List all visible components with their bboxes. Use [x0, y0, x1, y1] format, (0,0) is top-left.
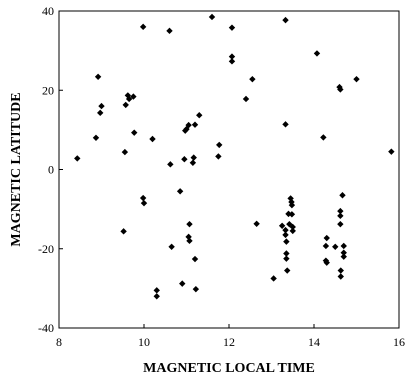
data-point: [388, 148, 395, 155]
data-point: [337, 273, 344, 280]
data-point: [153, 293, 160, 300]
y-tick-label: 40: [42, 4, 54, 18]
data-point: [282, 231, 289, 239]
data-point: [125, 95, 133, 103]
data-point: [228, 58, 236, 65]
data-point: [270, 275, 277, 282]
data-point: [323, 259, 330, 266]
data-point: [94, 73, 102, 80]
data-point: [340, 249, 347, 256]
x-axis-title: MAGNETIC LOCAL TIME: [143, 361, 315, 376]
data-point: [92, 134, 100, 141]
x-tick-label: 12: [223, 335, 235, 349]
data-point: [283, 255, 290, 262]
data-point: [253, 220, 260, 227]
data-point: [186, 220, 193, 228]
y-axis-ticks: 40 20 0 -20 -40: [38, 4, 63, 335]
data-point: [284, 267, 291, 274]
x-tick-label: 16: [393, 335, 405, 349]
data-point: [320, 134, 327, 141]
data-point: [283, 250, 290, 257]
data-point: [282, 121, 289, 128]
data-point: [179, 280, 186, 287]
plot-area: [58, 10, 400, 329]
data-point: [242, 95, 250, 103]
data-point: [166, 27, 173, 35]
data-point: [337, 220, 344, 228]
plot-frame: [58, 10, 400, 329]
y-tick-label: -40: [38, 321, 54, 335]
data-point: [337, 212, 344, 220]
data-point: [186, 237, 193, 245]
data-point: [149, 135, 156, 143]
data-point: [131, 129, 138, 136]
data-point: [192, 285, 200, 293]
data-point: [153, 287, 160, 294]
data-point: [228, 53, 236, 60]
data-point: [337, 86, 344, 93]
data-point: [140, 199, 148, 207]
data-point: [340, 253, 347, 260]
data-point: [176, 188, 184, 195]
data-point: [340, 242, 347, 250]
data-point: [288, 211, 296, 218]
data-point: [185, 121, 192, 129]
data-point: [191, 121, 199, 128]
data-point: [323, 234, 330, 242]
data-point: [283, 238, 290, 245]
data-point: [322, 242, 330, 250]
data-point: [289, 223, 296, 231]
data-point: [190, 154, 197, 161]
data-point: [97, 109, 104, 117]
data-point: [167, 161, 174, 168]
y-axis-title: MAGNETIC LATITUDE: [9, 92, 24, 246]
x-tick-label: 10: [138, 335, 150, 349]
data-point: [288, 201, 296, 209]
data-point: [282, 16, 289, 24]
data-point: [196, 112, 203, 119]
data-point: [208, 13, 216, 21]
data-point: [139, 194, 147, 202]
data-point: [122, 101, 129, 109]
data-point: [289, 227, 296, 235]
data-point: [215, 153, 222, 160]
data-point: [121, 148, 129, 156]
data-point: [339, 192, 346, 199]
data-point: [337, 267, 344, 274]
data-point: [130, 93, 137, 100]
x-tick-label: 14: [308, 335, 320, 349]
data-point: [168, 243, 175, 250]
data-point: [189, 159, 197, 166]
y-tick-label: -20: [38, 242, 54, 256]
y-tick-label: 20: [42, 83, 54, 97]
data-points: [74, 13, 395, 300]
data-point: [74, 155, 81, 162]
data-point: [313, 50, 321, 57]
data-point: [228, 24, 236, 31]
x-axis-ticks: 8 10 12 14 16: [56, 324, 405, 349]
data-point: [120, 228, 127, 235]
data-point: [249, 75, 256, 83]
data-point: [332, 243, 339, 250]
data-point: [181, 155, 188, 163]
y-tick-label: 0: [48, 163, 54, 177]
data-point: [278, 222, 286, 229]
data-point: [216, 141, 223, 149]
data-point: [98, 102, 105, 110]
data-point: [337, 207, 344, 215]
data-point: [282, 226, 289, 234]
data-point: [353, 75, 360, 83]
data-point: [183, 125, 190, 133]
x-tick-label: 8: [56, 335, 62, 349]
data-point: [191, 255, 199, 263]
data-point: [139, 23, 147, 31]
